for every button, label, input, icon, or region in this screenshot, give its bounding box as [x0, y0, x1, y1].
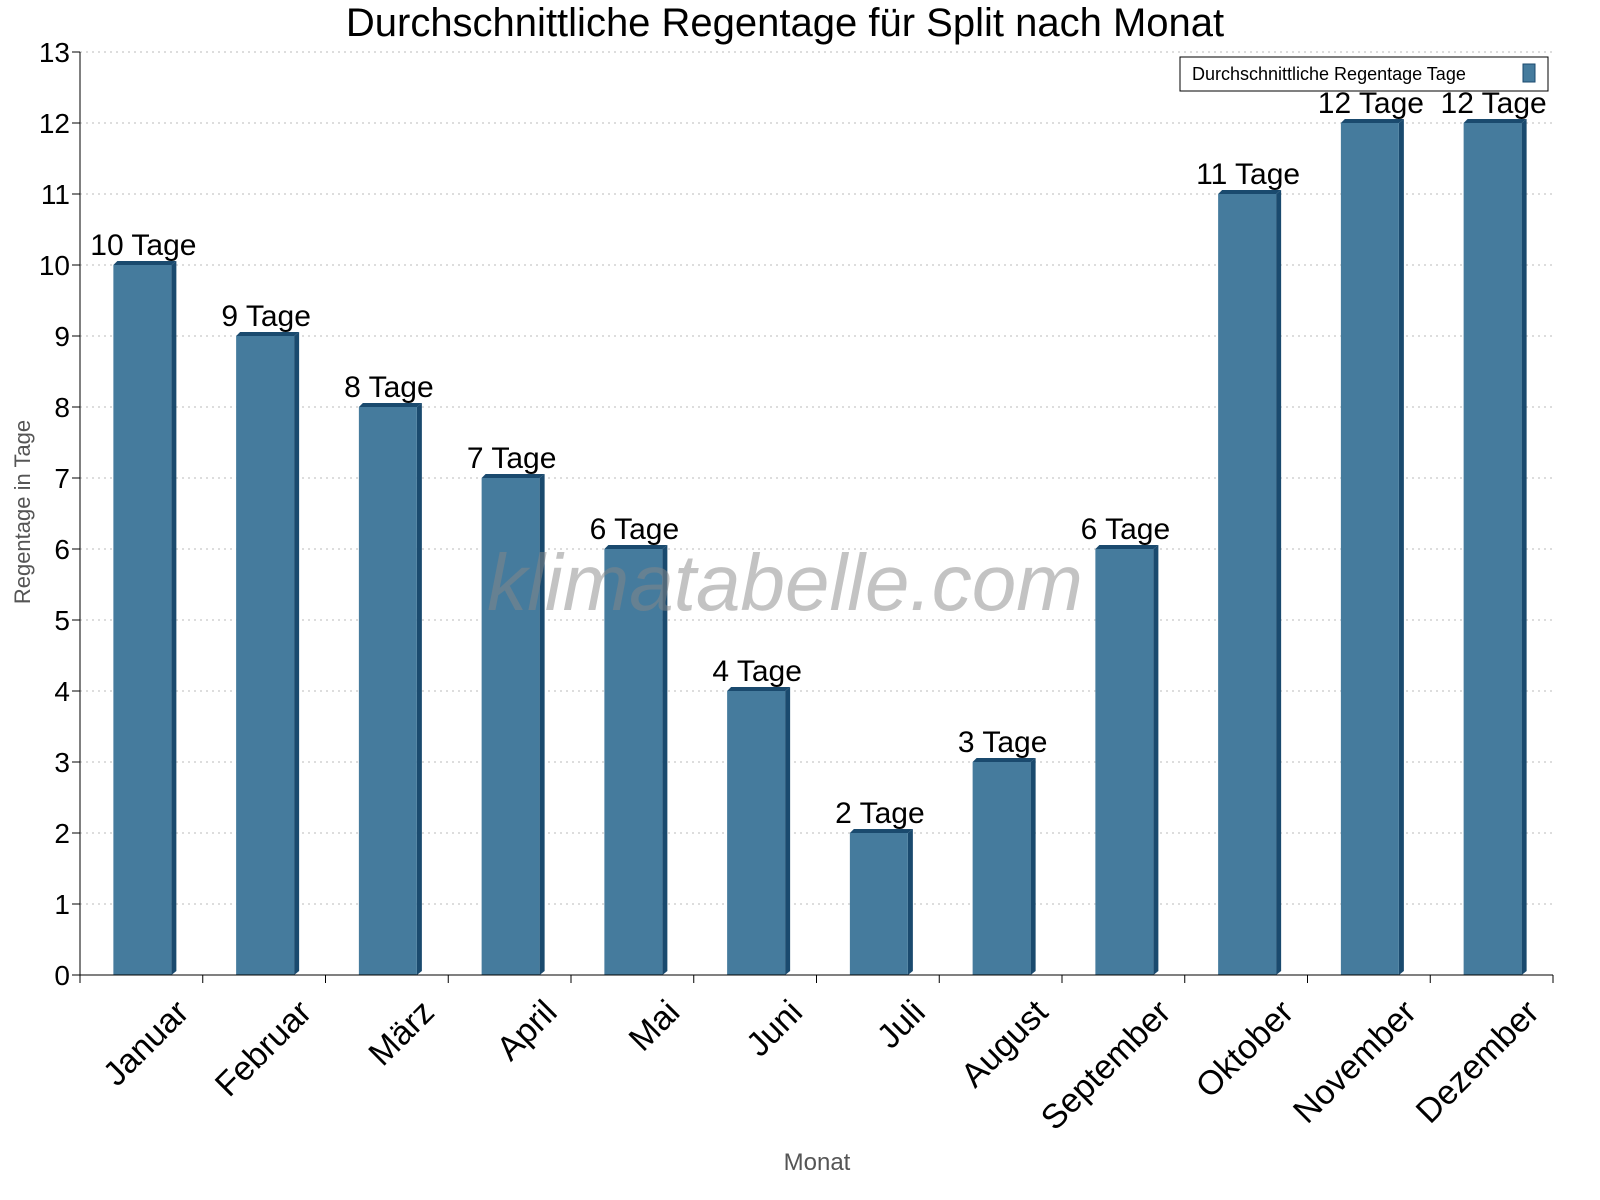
bar	[1340, 123, 1399, 975]
legend-swatch	[1522, 63, 1536, 83]
data-label: 10 Tage	[90, 229, 196, 262]
bar-side	[1398, 119, 1404, 975]
bar	[1463, 123, 1522, 975]
x-tick-label: März	[361, 993, 441, 1073]
bar-top	[1463, 119, 1527, 123]
y-tick-label: 3	[54, 747, 70, 778]
bar-top	[236, 332, 300, 336]
legend: Durchschnittliche Regentage Tage	[1179, 56, 1549, 92]
bar	[1095, 549, 1154, 975]
x-tick-label: November	[1286, 993, 1424, 1131]
y-tick-label: 0	[54, 960, 70, 991]
data-label: 12 Tage	[1318, 87, 1424, 120]
x-tick-label: Februar	[208, 993, 319, 1104]
bar	[358, 407, 417, 975]
bar-side	[416, 403, 422, 975]
bar-top	[972, 758, 1036, 762]
data-label: 6 Tage	[590, 513, 680, 546]
x-tick-label: August	[954, 993, 1056, 1095]
bar-side	[1153, 545, 1159, 975]
x-tick-label: Mai	[622, 993, 688, 1059]
data-label: 3 Tage	[958, 726, 1048, 759]
bar-top	[849, 829, 913, 833]
bar-side	[1030, 758, 1036, 975]
data-label: 7 Tage	[467, 442, 557, 475]
data-label: 4 Tage	[712, 655, 802, 688]
bar	[236, 336, 295, 975]
y-tick-label: 6	[54, 534, 70, 565]
bar-top	[481, 474, 545, 478]
x-tick-label: Oktober	[1189, 993, 1301, 1105]
x-tick-label: Januar	[96, 993, 196, 1093]
bar-side	[171, 261, 177, 975]
bar-side	[907, 829, 913, 975]
y-axis-label: Regentage in Tage	[10, 420, 35, 604]
bar	[481, 478, 540, 975]
x-tick-label: Juli	[870, 993, 933, 1056]
y-tick-label: 2	[54, 818, 70, 849]
y-tick-label: 10	[39, 250, 70, 281]
y-tick-label: 9	[54, 321, 70, 352]
chart-title: Durchschnittliche Regentage für Split na…	[346, 1, 1224, 45]
x-tick-label: Juni	[739, 993, 810, 1064]
bar-top	[1218, 190, 1282, 194]
bar-side	[785, 687, 791, 975]
data-label: 11 Tage	[1196, 158, 1300, 191]
bar	[849, 833, 908, 975]
data-label: 12 Tage	[1441, 87, 1547, 120]
x-tick-label: April	[490, 993, 565, 1068]
bar-side	[539, 474, 545, 975]
x-axis-label: Monat	[784, 1149, 851, 1176]
bar-side	[1276, 190, 1282, 975]
bar-side	[662, 545, 668, 975]
x-tick-label: September	[1034, 993, 1178, 1137]
bar-top	[1340, 119, 1404, 123]
bar-side	[1521, 119, 1527, 975]
bar-top	[727, 687, 791, 691]
y-tick-label: 5	[54, 605, 70, 636]
bar	[604, 549, 663, 975]
y-tick-label: 8	[54, 392, 70, 423]
y-tick-label: 7	[54, 463, 70, 494]
data-label: 2 Tage	[835, 797, 925, 830]
bar	[727, 691, 786, 975]
y-tick-label: 12	[39, 108, 70, 139]
bar	[972, 762, 1031, 975]
data-label: 6 Tage	[1081, 513, 1171, 546]
legend-label: Durchschnittliche Regentage Tage	[1192, 64, 1466, 84]
y-tick-label: 11	[41, 179, 70, 210]
bar-top	[604, 545, 668, 549]
data-label: 8 Tage	[344, 371, 434, 404]
bar-top	[358, 403, 422, 407]
y-tick-label: 4	[54, 676, 70, 707]
y-tick-label: 13	[39, 37, 70, 68]
x-tick-label: Dezember	[1409, 993, 1547, 1131]
bar-top	[1095, 545, 1159, 549]
bar	[113, 265, 172, 975]
bar-top	[113, 261, 177, 265]
data-label: 9 Tage	[221, 300, 311, 333]
y-tick-label: 1	[54, 889, 70, 920]
bar-side	[294, 332, 300, 975]
watermark: klimatabelle.com	[487, 538, 1083, 627]
bar	[1218, 194, 1277, 975]
